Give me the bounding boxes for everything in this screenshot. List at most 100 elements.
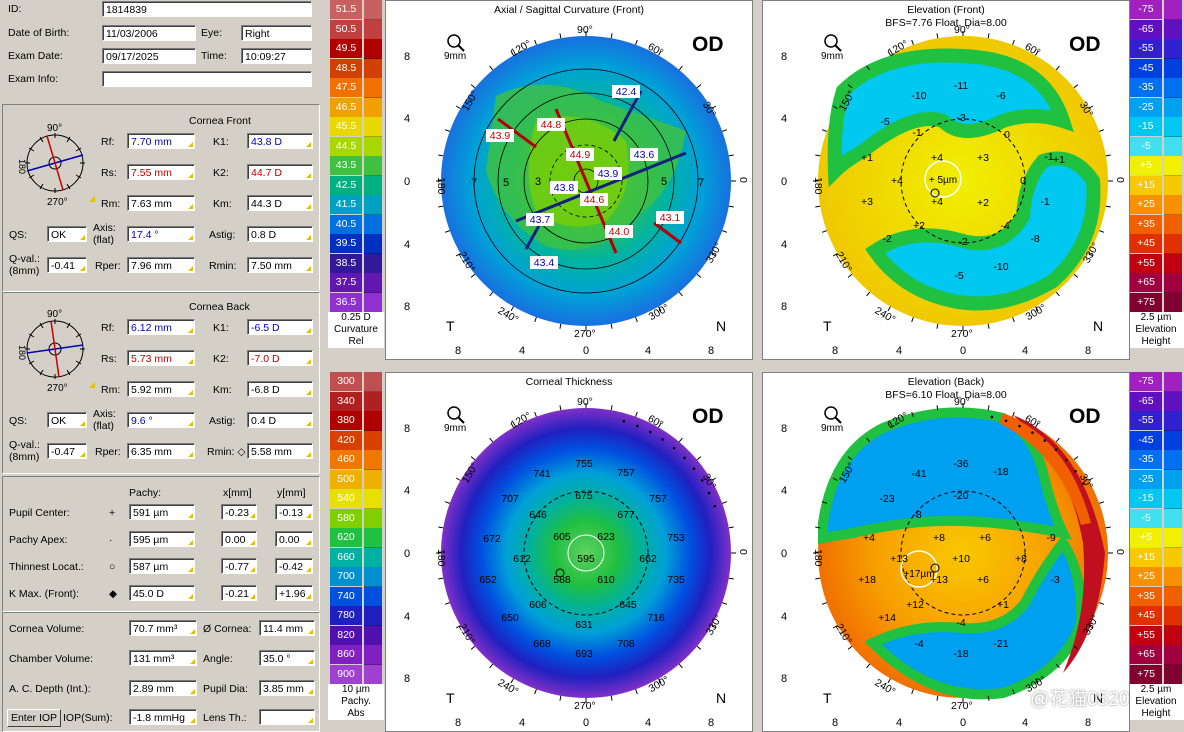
map-contour <box>827 48 1074 188</box>
rim-tick <box>1105 154 1111 157</box>
front-rmin-field[interactable]: 7.50 mm <box>247 257 313 273</box>
exam-date-field[interactable]: 09/17/2025 <box>102 48 196 64</box>
front-astig-field[interactable]: 0.8 D <box>247 226 313 242</box>
map-value: +3 <box>861 196 873 208</box>
back-rper-field[interactable]: 6.35 mm <box>127 443 195 459</box>
pachy-row-y-field[interactable]: -0.13 <box>275 504 313 520</box>
back-rm-field[interactable]: 5.92 mm <box>127 381 195 397</box>
front-rf-field[interactable]: 7.70 mm <box>127 133 195 149</box>
front-rm-field[interactable]: 7.63 mm <box>127 195 195 211</box>
map-value: +8 <box>933 532 945 544</box>
zoom-icon[interactable] <box>824 406 838 420</box>
scale-step-swatch <box>1164 292 1182 313</box>
back-qs-field[interactable]: OK <box>47 412 87 428</box>
front-rper-field[interactable]: 7.96 mm <box>127 257 195 273</box>
pachy-row-pachy-field[interactable]: 591 µm <box>129 504 195 520</box>
back-k1-field[interactable]: -6.5 D <box>247 319 313 335</box>
y-axis-tick: 8 <box>404 423 410 435</box>
back-k2-label: K2: <box>213 353 229 365</box>
pachy-row-x-field[interactable]: 0.00 <box>221 531 257 547</box>
rim-tick <box>444 501 450 504</box>
zoom-icon[interactable] <box>447 406 461 420</box>
ring-label: 3 <box>535 176 541 188</box>
scale-step-swatch <box>1164 528 1182 548</box>
eye-field[interactable]: Right <box>241 25 312 41</box>
scale-step-label: 740 <box>330 586 362 606</box>
back-astig-field[interactable]: 0.4 D <box>247 412 313 428</box>
front-axis-field[interactable]: 17.4 ° <box>127 226 195 242</box>
pachy-row-pachy-field[interactable]: 587 µm <box>129 558 195 574</box>
scale-step-swatch <box>364 450 382 470</box>
id-field[interactable]: 1814839 <box>102 1 312 17</box>
scale-step-swatch <box>1164 58 1182 79</box>
pachy-row-y-field[interactable]: +1.96 <box>275 585 313 601</box>
pachy-row-x-field[interactable]: -0.77 <box>221 558 257 574</box>
back-qval-field[interactable]: -0.47 <box>47 443 87 459</box>
map-contour <box>818 407 1073 545</box>
back-axis-field[interactable]: 9.6 ° <box>127 412 195 428</box>
thickness-color-scale[interactable]: 300 340 380 420 460 500 540 580 620 660 700 740 780 8… <box>328 372 384 732</box>
front-k1-field[interactable]: 43.8 D <box>247 133 313 149</box>
rim-tick <box>470 273 476 278</box>
angle-field[interactable]: 35.0 ° <box>259 650 315 666</box>
lens-field[interactable] <box>259 709 315 725</box>
cornea-front-title: Cornea Front <box>189 115 251 127</box>
rim-dot <box>707 491 711 495</box>
back-rmin-field[interactable]: 5.58 mm <box>247 443 313 459</box>
rim-tick <box>658 678 662 684</box>
iop-field[interactable]: -1.8 mmHg <box>129 709 197 725</box>
front-qs-field[interactable]: OK <box>47 226 87 242</box>
curvature-color-scale[interactable]: 51.5 50.5 49.5 48.5 47.5 46.5 45.5 44.5 43.5 42.5… <box>328 0 384 358</box>
cornea-volume-field[interactable]: 70.7 mm³ <box>129 620 197 636</box>
rim-tick <box>610 33 613 39</box>
scale-step-swatch <box>364 136 382 157</box>
rim-tick <box>1035 50 1039 56</box>
chamber-volume-field[interactable]: 131 mm³ <box>129 650 197 666</box>
pupil-ring <box>924 160 962 198</box>
pachy-row-pachy-field[interactable]: 45.0 D <box>129 585 195 601</box>
elevation-front-color-scale[interactable]: -75 -65 -55 -45 -35 -25 -15 -5 +5 +15 +25 +35 +45 +55… <box>1128 0 1184 358</box>
back-k2-field[interactable]: -7.0 D <box>247 350 313 366</box>
x-axis-tick: 4 <box>896 717 902 729</box>
scale-step-swatch <box>1164 39 1182 59</box>
elevation-back-map[interactable]: Elevation (Back) BFS=6.10 Float, Dia=8.00… <box>762 372 1130 732</box>
cornea-dia-field[interactable]: 11.4 mm <box>259 620 315 636</box>
exam-info-field[interactable] <box>102 71 312 87</box>
rim-tick <box>635 689 638 695</box>
back-rs-field[interactable]: 5.73 mm <box>127 350 195 366</box>
axial-curvature-map[interactable]: Axial / Sagittal Curvature (Front) 43.9 44… <box>385 0 753 360</box>
nasal-label: N <box>1093 318 1103 334</box>
front-k2-field[interactable]: 44.7 D <box>247 164 313 180</box>
back-rm-label: Rm: <box>101 384 121 396</box>
zoom-icon[interactable] <box>824 34 838 48</box>
front-rs-field[interactable]: 7.55 mm <box>127 164 195 180</box>
map-value: +2 <box>977 197 989 209</box>
elevation-back-color-scale[interactable]: -75 -65 -55 -45 -35 -25 -15 -5 +5 +15 +25 +35 +45 +55… <box>1128 372 1184 732</box>
y-axis-tick: 8 <box>404 301 410 313</box>
zoom-icon[interactable] <box>447 34 461 48</box>
front-qval-field[interactable]: -0.41 <box>47 257 87 273</box>
corneal-thickness-map[interactable]: Corneal Thickness 755 741 757 707 675 757 646 67… <box>385 372 753 732</box>
time-field[interactable]: 10:09:27 <box>241 48 312 64</box>
dob-field[interactable]: 11/03/2006 <box>102 25 196 41</box>
acd-field[interactable]: 2.89 mm <box>129 680 197 696</box>
rim-tick <box>489 65 494 71</box>
pachy-row-pachy-field[interactable]: 595 µm <box>129 531 195 547</box>
scale-step-label: 50.5 <box>330 19 362 39</box>
pupil-dia-field[interactable]: 3.85 mm <box>259 680 315 696</box>
map-value: 606 <box>529 599 547 611</box>
back-rf-field[interactable]: 6.12 mm <box>127 319 195 335</box>
acd-value: 2.89 mm <box>133 683 174 695</box>
elevation-front-map[interactable]: Elevation (Front) BFS=7.76 Float, Dia=8.0… <box>762 0 1130 360</box>
back-k2-value: -7.0 D <box>251 353 280 365</box>
map-value: -4 <box>914 638 923 650</box>
pachy-row-y-field[interactable]: -0.42 <box>275 558 313 574</box>
pachy-row-y-field[interactable]: 0.00 <box>275 531 313 547</box>
pachy-row-x-field[interactable]: -0.21 <box>221 585 257 601</box>
map-value: +4 <box>863 532 875 544</box>
rim-tick <box>815 154 821 157</box>
back-km-field[interactable]: -6.8 D <box>247 381 313 397</box>
enter-iop-button[interactable]: Enter IOP <box>7 709 61 727</box>
pachy-row-x-field[interactable]: -0.23 <box>221 504 257 520</box>
front-km-field[interactable]: 44.3 D <box>247 195 313 211</box>
